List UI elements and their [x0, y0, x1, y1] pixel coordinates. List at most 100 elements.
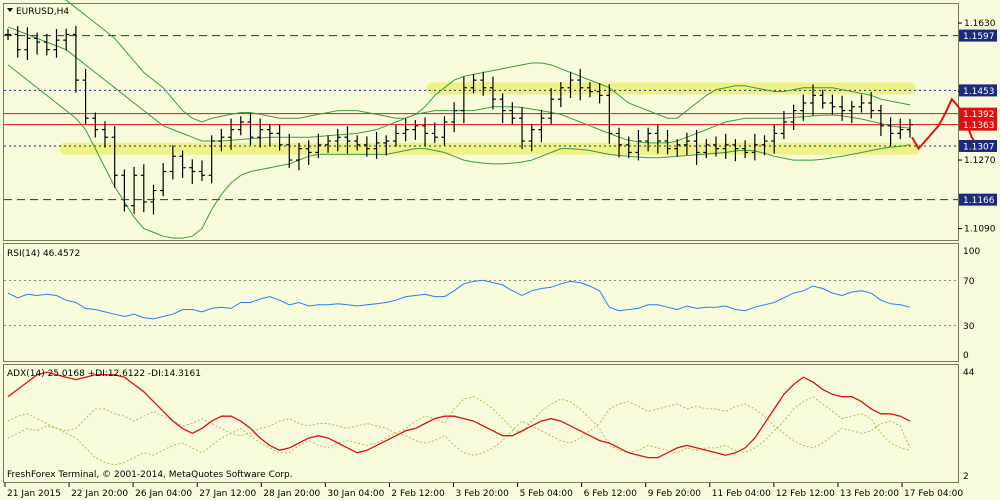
- price-label-1.1597[interactable]: 1.1597: [959, 29, 997, 43]
- ohlc-bar: [761, 135, 768, 156]
- time-label: 22 Jan 20:00: [71, 489, 128, 499]
- symbol-menu-arrow-icon[interactable]: [7, 8, 13, 12]
- ohlc-bar: [422, 117, 429, 146]
- price-axis: 1.16301.14501.12701.10901.15971.14531.13…: [958, 19, 997, 235]
- ohlc-bar: [810, 84, 817, 116]
- ohlc-bar: [586, 82, 593, 98]
- rsi-series: [7, 279, 911, 320]
- time-label: 30 Jan 04:00: [327, 489, 384, 499]
- price-label-box: [959, 118, 997, 131]
- symbol-title[interactable]: EURUSD,H4: [16, 7, 69, 17]
- ohlc-bar: [24, 27, 31, 60]
- adx-title: ADX(14) 25.0168 +DI:12.6122 -DI:14.3161: [7, 369, 201, 379]
- ohlc-bar: [150, 184, 157, 215]
- ohlc-bar: [160, 163, 167, 197]
- ohlc-bar: [868, 91, 875, 119]
- bollinger-middle-line: [7, 26, 911, 144]
- ohlc-bar: [460, 76, 467, 124]
- time-label: 21 Jan 2015: [7, 489, 61, 499]
- price-label-text: 1.1166: [963, 196, 995, 206]
- price-label-box: [959, 139, 997, 152]
- price-panel-frame[interactable]: [3, 3, 959, 241]
- time-label: 13 Feb 20:00: [840, 489, 899, 499]
- ohlc-bar: [519, 107, 526, 150]
- ohlc-bar: [635, 129, 642, 161]
- ohlc-bar: [82, 69, 89, 124]
- ohlc-bar: [625, 136, 632, 159]
- zone-band-1: [59, 142, 921, 155]
- ohlc-bar: [14, 26, 21, 58]
- rsi-panel-frame[interactable]: [3, 243, 959, 362]
- ohlc-bar: [567, 71, 574, 99]
- ohlc-bar: [693, 129, 700, 166]
- ohlc-bar: [654, 125, 661, 154]
- ohlc-bar: [839, 95, 846, 121]
- price-label-box: [959, 193, 997, 206]
- price-bars: [5, 26, 913, 215]
- bollinger-upper-line: [64, 0, 911, 123]
- time-label: 26 Jan 04:00: [135, 489, 192, 499]
- ohlc-bar: [5, 28, 11, 41]
- adx-panel-frame[interactable]: [3, 364, 959, 483]
- ohlc-bar: [887, 117, 894, 146]
- copyright-text: FreshForex Terminal, © 2001-2014, MetaQu…: [7, 470, 293, 480]
- ohlc-bar: [276, 125, 283, 151]
- rsi-tick-100: 100: [963, 247, 980, 257]
- time-label: 6 Feb 12:00: [584, 489, 638, 499]
- time-label: 3 Feb 20:00: [456, 489, 510, 499]
- rsi-tick-0: 0: [963, 351, 969, 361]
- price-label-1.1453[interactable]: 1.1453: [959, 84, 997, 97]
- ohlc-bar: [538, 109, 545, 143]
- adx-tick-44: 44: [963, 368, 975, 378]
- price-label-text: 1.1363: [963, 121, 995, 131]
- ohlc-bar: [295, 142, 302, 171]
- time-label: 17 Feb 04:00: [904, 489, 963, 499]
- ohlc-bar: [848, 101, 855, 124]
- ohlc-bar: [111, 126, 118, 188]
- ohlc-bar: [131, 166, 138, 214]
- ohlc-bar: [208, 135, 215, 184]
- ohlc-bar: [470, 74, 477, 94]
- ohlc-bar: [683, 132, 690, 156]
- ohlc-bar: [325, 135, 332, 153]
- ohlc-bar: [441, 116, 448, 146]
- ohlc-bar: [645, 127, 652, 152]
- ohlc-bar: [480, 71, 487, 96]
- ohlc-bar: [431, 122, 438, 143]
- ohlc-bar: [528, 123, 535, 152]
- horizontal-levels: [4, 35, 958, 201]
- price-label-1.1392[interactable]: 1.1392: [959, 107, 997, 121]
- price-projection-path: [911, 97, 986, 151]
- ohlc-bar: [829, 94, 836, 115]
- ohlc-bar: [305, 140, 312, 166]
- ohlc-bar: [237, 116, 244, 136]
- price-label-1.1166[interactable]: 1.1166: [959, 193, 997, 207]
- price-label-text: 1.1392: [963, 110, 995, 120]
- price-tick-1.1090: 1.1090: [964, 225, 996, 235]
- ohlc-bar: [713, 136, 720, 157]
- ohlc-bar: [674, 139, 681, 157]
- ohlc-bar: [121, 169, 128, 212]
- ohlc-bar: [92, 112, 99, 138]
- ohlc-bar: [286, 133, 293, 169]
- ohlc-bar: [819, 89, 826, 109]
- ohlc-bar: [315, 133, 322, 159]
- ohlc-bar: [383, 135, 390, 156]
- time-label: 11 Feb 04:00: [712, 489, 771, 499]
- price-label-1.1307[interactable]: 1.1307: [959, 139, 997, 153]
- ohlc-bar: [72, 26, 79, 93]
- time-label: 28 Jan 20:00: [263, 489, 320, 499]
- adx-line: [7, 371, 911, 459]
- ohlc-bar: [780, 110, 787, 140]
- ohlc-bar: [489, 76, 496, 110]
- time-label: 12 Feb 12:00: [776, 489, 835, 499]
- ohlc-bar: [34, 32, 41, 55]
- ohlc-bar: [344, 126, 351, 154]
- minus-di-line: [7, 401, 911, 456]
- price-label-1.1363[interactable]: 1.1363: [959, 118, 997, 132]
- ohlc-bar: [907, 118, 913, 138]
- ohlc-bar: [596, 83, 603, 104]
- bollinger-lower-line: [7, 64, 911, 239]
- price-label-text: 1.1453: [963, 87, 995, 97]
